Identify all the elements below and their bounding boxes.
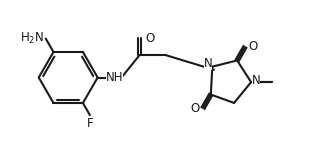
Text: O: O	[190, 102, 199, 115]
Text: H$_2$N: H$_2$N	[20, 30, 44, 46]
Text: NH: NH	[106, 71, 123, 84]
Text: N: N	[204, 57, 212, 70]
Text: O: O	[249, 40, 258, 53]
Text: O: O	[145, 32, 154, 45]
Text: F: F	[87, 117, 94, 130]
Text: N: N	[252, 74, 260, 87]
